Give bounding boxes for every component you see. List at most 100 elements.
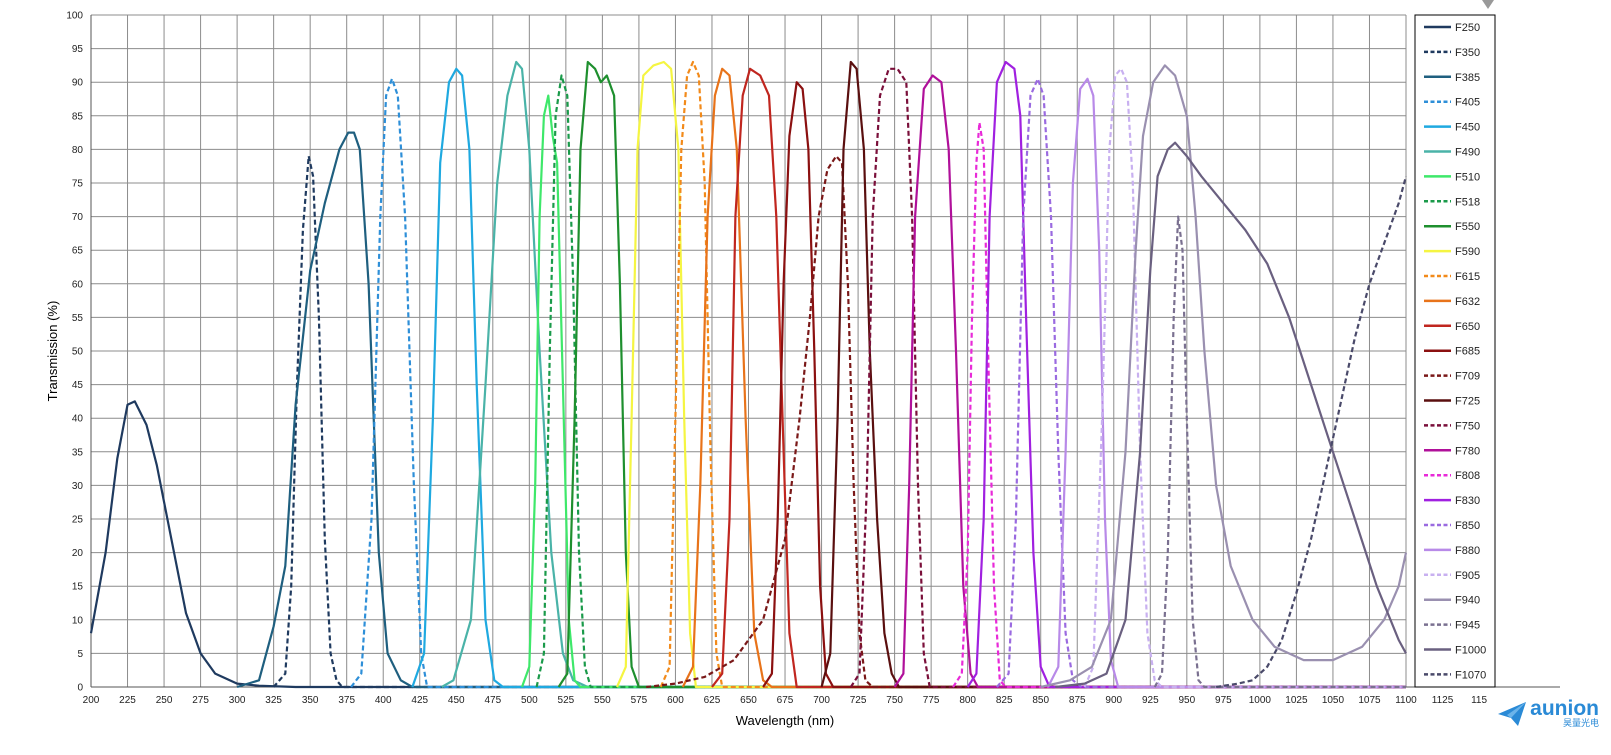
x-tick-label: 600 [667, 695, 684, 706]
series-line-f808 [952, 121, 1406, 689]
y-tick-label: 90 [72, 78, 84, 89]
x-tick-label: 225 [119, 695, 136, 706]
x-tick-label: 850 [1032, 695, 1049, 706]
y-tick-label: 55 [72, 313, 84, 324]
legend-label: F1070 [1455, 669, 1486, 681]
x-tick-label: 900 [1105, 695, 1122, 706]
series-line-f750 [849, 67, 1406, 689]
y-tick-label: 30 [72, 481, 84, 492]
legend-label: F1000 [1455, 645, 1486, 657]
series-line-f550 [557, 60, 1406, 689]
x-tick-label: 325 [265, 695, 282, 706]
series-line-f350 [272, 155, 1406, 689]
series-line-f850 [996, 77, 1406, 689]
x-tick-label: 300 [229, 695, 246, 706]
x-tick-label: 450 [448, 695, 465, 706]
y-tick-label: 0 [77, 683, 83, 694]
legend-items: F250 F350 F385 F405 F450 F490 F510 F518 F550 F590… [1424, 22, 1486, 681]
x-axis-title: Wavelength (nm) [736, 713, 835, 728]
series-line-f1000 [1055, 141, 1407, 689]
x-tick-label: 625 [704, 695, 721, 706]
x-tick-label: 525 [558, 695, 575, 706]
x-tick-label: 1025 [1285, 695, 1308, 706]
legend-label: F490 [1455, 147, 1480, 159]
x-tick-label: 650 [740, 695, 757, 706]
y-tick-label: 95 [72, 44, 84, 55]
legend-label: F510 [1455, 171, 1480, 183]
x-tick-label: 950 [1178, 695, 1195, 706]
legend-label: F725 [1455, 396, 1480, 408]
series-line-f615 [659, 60, 1406, 689]
x-tick-label: 975 [1215, 695, 1232, 706]
series-line-f450 [411, 67, 1406, 689]
legend-label: F850 [1455, 520, 1480, 532]
legend-label: F808 [1455, 470, 1480, 482]
x-tick-label: 1000 [1249, 695, 1272, 706]
x-tick-label: 875 [1069, 695, 1086, 706]
x-tick-label: 200 [83, 695, 100, 706]
y-tick-label: 70 [72, 212, 84, 223]
legend-label: F250 [1455, 22, 1480, 34]
scroll-indicator-icon [1482, 0, 1494, 9]
y-axis-ticks: 0 5 10 15 20 25 30 35 40 45 50 55 60 65 70 75 80 85 90 95 10… [66, 11, 83, 694]
series-line-f780 [893, 74, 1406, 689]
x-tick-label: 750 [886, 695, 903, 706]
legend-label: F550 [1455, 221, 1480, 233]
legend-label: F685 [1455, 346, 1480, 358]
x-tick-label: 800 [959, 695, 976, 706]
x-tick-label: 925 [1142, 695, 1159, 706]
paper-plane-icon [1498, 701, 1527, 726]
legend-label: F780 [1455, 445, 1480, 457]
series-line-f510 [520, 94, 1406, 689]
chart-series [89, 60, 1408, 689]
brand-subtitle: 昊量光电 [1562, 719, 1599, 729]
x-tick-label: 700 [813, 695, 830, 706]
x-tick-label: 1125 [1432, 695, 1454, 706]
y-tick-label: 5 [77, 649, 83, 660]
y-tick-label: 85 [72, 111, 84, 122]
y-tick-label: 80 [72, 145, 84, 156]
x-tick-label: 475 [484, 695, 501, 706]
series-line-f1070 [1215, 176, 1408, 689]
y-tick-label: 45 [72, 380, 84, 391]
legend-label: F405 [1455, 97, 1480, 109]
x-tick-label: 575 [631, 695, 648, 706]
x-tick-label: 675 [777, 695, 794, 706]
series-line-f632 [681, 67, 1406, 689]
x-tick-label: 400 [375, 695, 392, 706]
series-line-f650 [711, 67, 1406, 689]
series-line-f945 [1153, 215, 1406, 689]
series-line-f725 [820, 60, 1406, 689]
x-tick-label: 115 [1471, 695, 1487, 706]
legend-label: F350 [1455, 47, 1480, 59]
y-tick-label: 40 [72, 414, 84, 425]
legend-label: F385 [1455, 72, 1480, 84]
x-axis-ticks: 200 225 250 275 300 325 350 375 400 425 450 475 500 5… [83, 695, 1488, 706]
series-line-f385 [236, 131, 1406, 689]
x-tick-label: 250 [156, 695, 173, 706]
chart-grid [90, 14, 1560, 688]
series-line-f250 [89, 400, 1406, 689]
legend-label: F905 [1455, 570, 1480, 582]
series-line-f880 [1047, 77, 1406, 689]
legend-label: F650 [1455, 321, 1480, 333]
series-line-f830 [966, 60, 1406, 689]
series-line-f590 [615, 60, 1406, 689]
x-tick-label: 350 [302, 695, 319, 706]
legend-label: F709 [1455, 371, 1480, 383]
legend-label: F945 [1455, 620, 1480, 632]
series-line-f490 [441, 60, 1406, 689]
y-tick-label: 35 [72, 447, 84, 458]
y-tick-label: 20 [72, 548, 84, 559]
series-line-f405 [350, 77, 1406, 689]
x-tick-label: 375 [338, 695, 355, 706]
x-tick-label: 725 [850, 695, 867, 706]
x-tick-label: 500 [521, 695, 538, 706]
series-line-f940 [1040, 64, 1408, 689]
x-tick-label: 775 [923, 695, 940, 706]
brand-logo: aunion 昊量光电 [1497, 698, 1599, 729]
y-tick-label: 65 [72, 246, 84, 257]
series-line-f518 [535, 74, 1406, 689]
legend-label: F518 [1455, 196, 1480, 208]
